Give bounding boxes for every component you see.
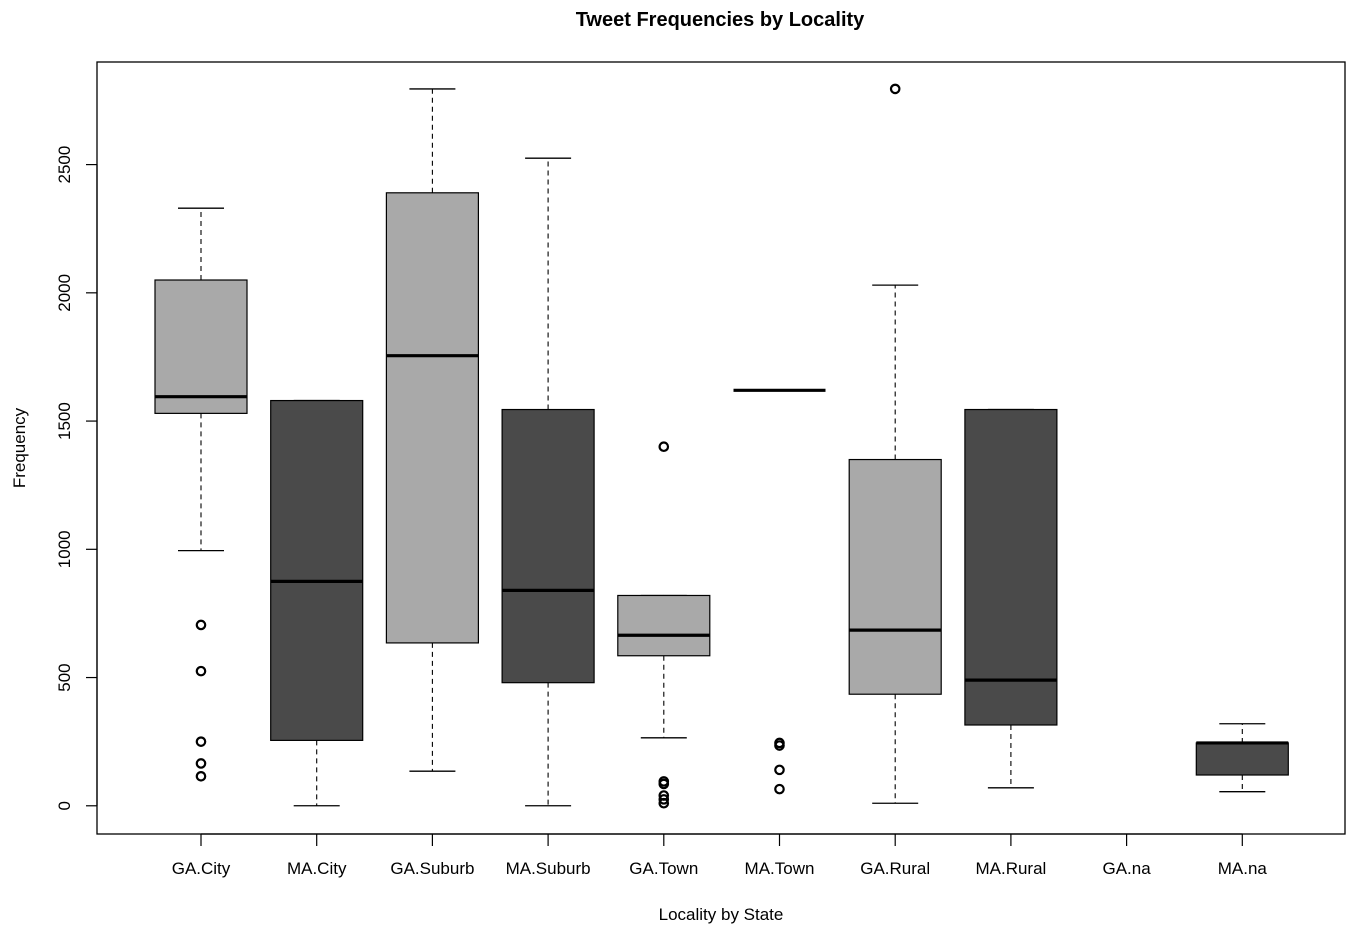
- box-GA.Rural: [848, 83, 942, 804]
- box-GA.Suburb: [385, 88, 479, 772]
- boxes: [154, 83, 1289, 809]
- outlier-MA.Town-2: [774, 764, 785, 776]
- x-tick-label-GA.na: GA.na: [1102, 859, 1151, 878]
- iqr-box-MA.Suburb: [501, 408, 595, 684]
- x-tick-label-MA.Town: MA.Town: [745, 859, 815, 878]
- x-tick-label-GA.City: GA.City: [172, 859, 231, 878]
- outlier-GA.City-4: [195, 770, 207, 782]
- chart-title: Tweet Frequencies by Locality: [576, 9, 865, 31]
- x-tick-label-MA.City: MA.City: [287, 859, 347, 878]
- iqr-box-MA.City: [270, 399, 364, 741]
- iqr-box-GA.Town: [617, 594, 711, 657]
- x-tick-label-GA.Rural: GA.Rural: [860, 859, 930, 878]
- box-MA.na: [1195, 723, 1289, 793]
- outlier-GA.Town-0: [658, 441, 670, 453]
- y-axis: 0 500 1000 1500 2000 2500: [55, 146, 98, 811]
- outlier-MA.Town-3: [774, 783, 785, 795]
- outlier-MA.Town-1: [774, 740, 785, 751]
- x-axis: GA.City MA.City GA.Suburb MA.Suburb GA.Town M…: [172, 833, 1268, 878]
- y-tick-label-0: 0: [55, 801, 74, 810]
- iqr-box-MA.Rural: [964, 408, 1058, 726]
- outlier-GA.City-2: [195, 736, 207, 747]
- box-MA.Rural: [964, 408, 1058, 789]
- box-MA.Suburb: [501, 157, 595, 807]
- box-GA.City: [154, 207, 248, 782]
- y-tick-label-2000: 2000: [55, 274, 74, 312]
- x-tick-label-MA.Suburb: MA.Suburb: [506, 859, 591, 878]
- y-axis-label: Frequency: [10, 407, 29, 488]
- iqr-box-GA.Suburb: [385, 192, 479, 644]
- box-GA.Town: [617, 441, 711, 809]
- box-MA.Town: [733, 388, 826, 795]
- iqr-box-MA.na: [1195, 742, 1289, 776]
- outlier-GA.Rural-0: [889, 83, 901, 95]
- iqr-box-GA.City: [154, 279, 248, 414]
- x-tick-label-MA.Rural: MA.Rural: [975, 859, 1046, 878]
- outlier-GA.City-1: [195, 665, 207, 677]
- y-tick-label-500: 500: [55, 663, 74, 691]
- x-axis-label: Locality by State: [659, 905, 784, 924]
- x-tick-label-GA.Suburb: GA.Suburb: [390, 859, 474, 878]
- y-tick-label-1500: 1500: [55, 402, 74, 440]
- x-tick-label-GA.Town: GA.Town: [629, 859, 698, 878]
- y-tick-label-1000: 1000: [55, 530, 74, 568]
- x-tick-label-MA.na: MA.na: [1218, 859, 1268, 878]
- outlier-GA.Town-5: [658, 797, 670, 809]
- iqr-box-GA.Rural: [848, 458, 942, 695]
- outlier-GA.City-0: [195, 619, 207, 631]
- y-tick-label-2500: 2500: [55, 146, 74, 184]
- outlier-GA.City-3: [195, 758, 207, 769]
- outlier-GA.Town-4: [658, 794, 670, 805]
- outlier-GA.Town-2: [658, 778, 670, 790]
- box-MA.City: [270, 399, 364, 807]
